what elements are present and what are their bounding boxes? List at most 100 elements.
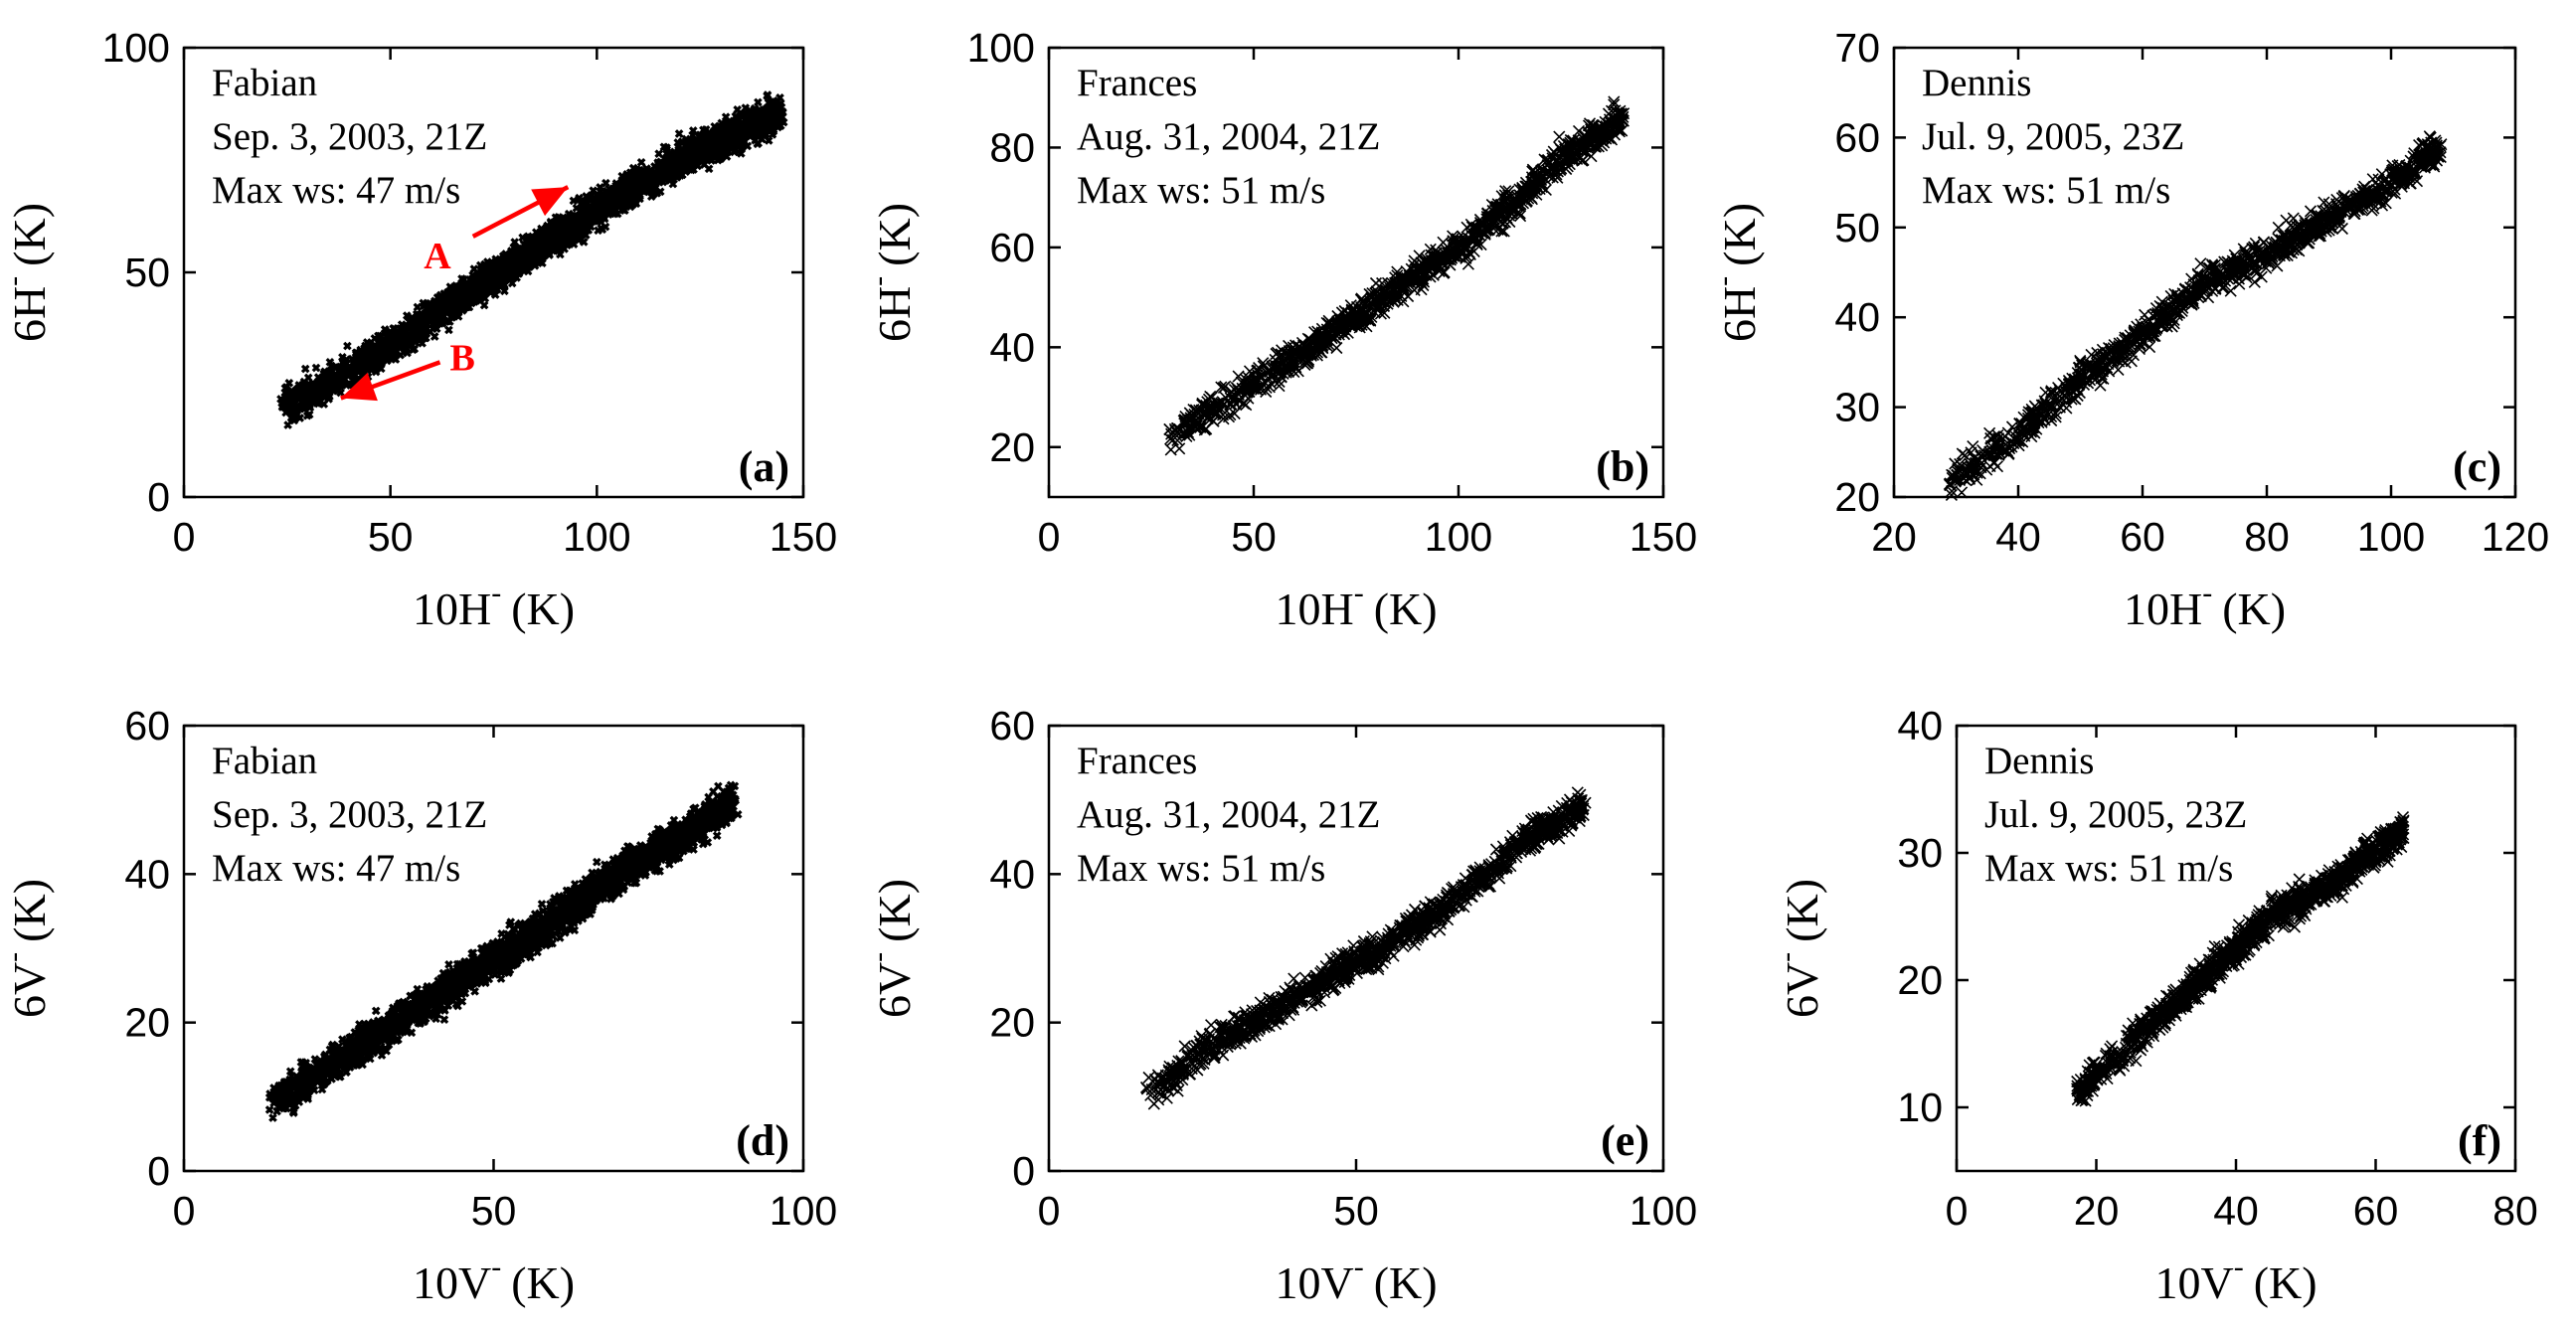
- info-storm: Frances: [1077, 740, 1197, 782]
- x-tick-label: 50: [1333, 1188, 1379, 1234]
- arrowhead: [531, 187, 569, 217]
- y-axis-label: 6H- (K): [0, 203, 55, 342]
- scatter-markers: [1139, 786, 1592, 1110]
- scatter-points: [2071, 811, 2410, 1107]
- x-axis-superscript: -: [1354, 1251, 1364, 1283]
- y-axis-label: 6H- (K): [1707, 203, 1765, 342]
- annotation-label: B: [450, 337, 475, 379]
- info-date: Sep. 3, 2003, 21Z: [212, 793, 487, 836]
- y-tick-label: 60: [989, 703, 1035, 749]
- x-axis-unit: (K): [2222, 584, 2286, 634]
- info-date: Aug. 31, 2004, 21Z: [1077, 115, 1381, 158]
- y-axis-label: 6H- (K): [862, 203, 920, 342]
- x-tick-label: 40: [2213, 1188, 2259, 1234]
- x-axis-unit: (K): [2254, 1257, 2318, 1308]
- annotation-arrow-b: B: [340, 337, 475, 402]
- y-axis-unit: (K): [4, 879, 55, 942]
- scatter-markers: [276, 90, 788, 429]
- x-axis-quantity: 10H: [2124, 584, 2202, 634]
- y-axis-quantity: 6H: [869, 286, 920, 342]
- x-axis-superscript: -: [1354, 577, 1364, 609]
- x-axis-label: 10H- (K): [2124, 577, 2286, 634]
- arrowhead: [340, 372, 378, 402]
- x-tick-label: 0: [1038, 514, 1061, 560]
- info-max-ws: Max ws: 51 m/s: [1984, 847, 2233, 890]
- info-storm: Fabian: [212, 62, 317, 104]
- x-tick-label: 120: [2482, 514, 2549, 560]
- x-tick-label: 100: [2357, 514, 2425, 560]
- y-axis-quantity: 6H: [4, 286, 55, 342]
- x-axis-superscript: -: [2234, 1251, 2244, 1283]
- x-axis-quantity: 10H: [1275, 584, 1353, 634]
- y-axis-unit: (K): [869, 879, 920, 942]
- scatter-points: [1163, 95, 1631, 456]
- x-axis-label: 10V- (K): [2154, 1251, 2317, 1308]
- x-tick-label: 60: [2120, 514, 2165, 560]
- info-storm: Frances: [1077, 62, 1197, 104]
- y-tick-label: 40: [1897, 703, 1943, 749]
- x-axis-superscript: -: [491, 577, 501, 609]
- panel-label: (b): [1596, 442, 1649, 491]
- info-date: Jul. 9, 2005, 23Z: [1922, 115, 2184, 158]
- x-axis-label: 10V- (K): [1275, 1251, 1437, 1308]
- info-date: Jul. 9, 2005, 23Z: [1984, 793, 2247, 836]
- y-axis-superscript: -: [0, 276, 30, 286]
- x-axis-unit: (K): [511, 584, 575, 634]
- y-tick-label: 100: [967, 25, 1035, 71]
- info-storm: Fabian: [212, 740, 317, 782]
- y-axis-label: 6V- (K): [0, 879, 55, 1018]
- y-axis-unit: (K): [1714, 203, 1765, 266]
- x-axis-label: 10V- (K): [413, 1251, 575, 1308]
- x-tick-label: 40: [1995, 514, 2041, 560]
- panel-label: (a): [739, 442, 789, 491]
- y-tick-label: 40: [989, 851, 1035, 897]
- info-storm: Dennis: [1984, 740, 2095, 782]
- x-tick-label: 50: [1231, 514, 1277, 560]
- panel-label: (e): [1601, 1116, 1649, 1165]
- scatter-markers: [1163, 95, 1631, 456]
- annotation-label: A: [424, 236, 451, 277]
- x-tick-label: 20: [2074, 1188, 2120, 1234]
- y-tick-label: 20: [124, 1000, 170, 1046]
- y-tick-label: 20: [989, 424, 1035, 470]
- x-axis-superscript: -: [491, 1251, 501, 1283]
- x-tick-label: 60: [2353, 1188, 2399, 1234]
- y-tick-label: 0: [1012, 1148, 1035, 1194]
- x-axis-quantity: 10V: [413, 1257, 491, 1308]
- y-tick-label: 60: [989, 225, 1035, 270]
- y-axis-unit: (K): [1777, 879, 1827, 942]
- x-tick-label: 100: [563, 514, 630, 560]
- scatter-points: [276, 90, 788, 429]
- x-tick-label: 80: [2492, 1188, 2538, 1234]
- y-axis-unit: (K): [4, 203, 55, 266]
- panel-label: (f): [2458, 1116, 2501, 1165]
- y-axis-quantity: 6V: [869, 962, 920, 1018]
- x-axis-superscript: -: [2202, 577, 2212, 609]
- scatter-points: [1943, 130, 2448, 501]
- y-tick-label: 50: [124, 250, 170, 295]
- x-tick-label: 150: [1630, 514, 1697, 560]
- annotation-arrow-a: A: [424, 185, 570, 277]
- y-axis-superscript: -: [862, 952, 895, 962]
- axes-box: [1047, 46, 1665, 499]
- info-storm: Dennis: [1922, 62, 2032, 104]
- info-max-ws: Max ws: 47 m/s: [212, 169, 460, 212]
- x-tick-label: 150: [770, 514, 837, 560]
- x-tick-label: 20: [1871, 514, 1917, 560]
- scatter-points: [1139, 786, 1592, 1110]
- y-tick-label: 40: [989, 324, 1035, 370]
- y-tick-label: 0: [147, 474, 170, 520]
- y-axis-superscript: -: [1770, 952, 1803, 962]
- y-axis-superscript: -: [0, 952, 30, 962]
- y-axis-label: 6V- (K): [862, 879, 920, 1018]
- y-tick-label: 10: [1897, 1084, 1943, 1130]
- y-tick-label: 40: [1834, 294, 1880, 340]
- x-tick-label: 100: [770, 1188, 837, 1234]
